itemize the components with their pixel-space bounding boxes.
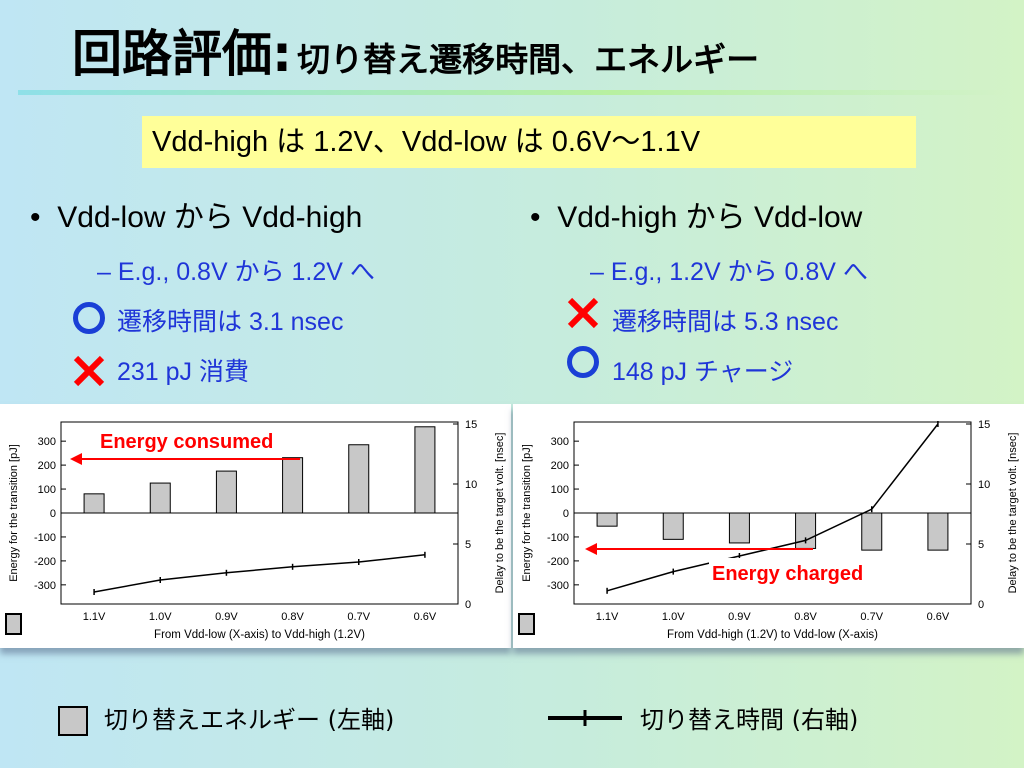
legend-line-swatch	[548, 710, 622, 726]
y2-tick-label: 0	[465, 599, 471, 611]
left-example: – E.g., 0.8V から 1.2V へ	[97, 258, 375, 286]
title-underline	[18, 90, 1008, 95]
y-tick-label: -300	[547, 580, 569, 592]
y-tick-label: 300	[38, 436, 56, 448]
x-axis-label: From Vdd-low (X-axis) to Vdd-high (1.2V)	[154, 629, 365, 641]
bar	[662, 512, 684, 540]
y-axis-label: Energy for the transition [pJ]	[8, 444, 20, 582]
right-con: 遷移時間は 5.3 nsec	[612, 308, 839, 336]
y-tick-label: 200	[551, 460, 569, 472]
bar	[927, 512, 949, 551]
bar	[83, 493, 105, 514]
y2-tick-label: 5	[978, 539, 984, 551]
y-tick-label: -100	[547, 532, 569, 544]
right-pro: 148 pJ チャージ	[612, 358, 794, 386]
x-tick-label: 1.1V	[83, 611, 106, 623]
circle-mark-icon	[73, 302, 105, 334]
chart-right: 300 200 100 0 -100 -200 -300 15 10 5 0 1.1V 1.0V 0.9V…	[518, 419, 1019, 641]
x-tick-label: 0.8V	[794, 611, 817, 623]
annotation-label: Energy consumed	[100, 431, 273, 453]
right-example: – E.g., 1.2V から 0.8V へ	[590, 258, 868, 286]
y2-axis-label: Delay to be the target volt. [nsec]	[1007, 433, 1019, 594]
legend-energy-label: 切り替えエネルギー (左軸)	[104, 706, 395, 734]
bar	[282, 457, 304, 514]
y2-tick-label: 15	[465, 419, 477, 431]
bar	[414, 426, 436, 514]
left-con: 231 pJ 消費	[117, 358, 250, 386]
left-pro: 遷移時間は 3.1 nsec	[117, 308, 344, 336]
x-tick-label: 0.6V	[927, 611, 950, 623]
annotation-arrowhead	[70, 453, 82, 465]
right-bullet-text: Vdd-high から Vdd-low	[557, 201, 863, 234]
title-sub: 切り替え遷移時間、エネルギー	[297, 40, 760, 79]
y-tick-label: 200	[38, 460, 56, 472]
y2-tick-label: 15	[978, 419, 990, 431]
page-title: 回路評価: 切り替え遷移時間、エネルギー	[72, 14, 759, 86]
chart-panel-right: 300 200 100 0 -100 -200 -300 15 10 5 0 1.1V 1.0V 0.9V…	[513, 404, 1024, 648]
legend-bar-swatch	[58, 706, 88, 736]
y2-tick-label: 10	[978, 479, 990, 491]
y2-axis-label: Delay to be the target volt. [nsec]	[494, 433, 506, 594]
left-bullet: • Vdd-low から Vdd-high	[30, 201, 363, 234]
y-tick-label: 0	[563, 508, 569, 520]
y-tick-label: 300	[551, 436, 569, 448]
x-tick-label: 1.0V	[662, 611, 685, 623]
y-tick-label: -100	[34, 532, 56, 544]
y-tick-label: -300	[34, 580, 56, 592]
legend-time-label: 切り替え時間 (右軸)	[640, 706, 859, 734]
chart-legend-swatch	[518, 613, 535, 635]
delay-line	[93, 554, 425, 593]
y-tick-label: 0	[50, 508, 56, 520]
y-tick-label: -200	[34, 556, 56, 568]
x-tick-label: 0.9V	[215, 611, 238, 623]
y-tick-label: 100	[551, 484, 569, 496]
y2-tick-label: 5	[465, 539, 471, 551]
cross-mark-icon	[73, 355, 105, 387]
y-tick-label: -200	[547, 556, 569, 568]
x-tick-label: 1.0V	[149, 611, 172, 623]
bar	[348, 444, 370, 514]
annotation-arrowhead	[585, 543, 597, 555]
bar	[728, 512, 750, 544]
x-tick-label: 0.6V	[414, 611, 437, 623]
x-tick-label: 0.7V	[347, 611, 370, 623]
annotation-bg	[709, 558, 929, 586]
chart-legend-swatch	[5, 613, 22, 635]
x-tick-label: 1.1V	[596, 611, 619, 623]
annotation-bg	[98, 428, 346, 454]
bar	[215, 470, 237, 514]
cross-mark-icon	[567, 297, 599, 329]
left-bullet-text: Vdd-low から Vdd-high	[57, 201, 363, 234]
title-main: 回路評価:	[72, 25, 292, 83]
annotation-label: Energy charged	[712, 563, 863, 585]
x-axis-label: From Vdd-high (1.2V) to Vdd-low (X-axis)	[667, 629, 878, 641]
x-tick-label: 0.7V	[860, 611, 883, 623]
bar	[861, 512, 883, 551]
y2-tick-label: 0	[978, 599, 984, 611]
chart-panel-left: 300 200 100 0 -100 -200 -300 15 10 5 0 1.1V 1.0V 0.9V…	[0, 404, 511, 648]
y-axis-label: Energy for the transition [pJ]	[521, 444, 533, 582]
y2-tick-label: 10	[465, 479, 477, 491]
bar	[596, 512, 618, 527]
bar	[149, 482, 171, 514]
circle-mark-icon	[567, 346, 599, 378]
x-tick-label: 0.8V	[281, 611, 304, 623]
x-tick-label: 0.9V	[728, 611, 751, 623]
y-tick-label: 100	[38, 484, 56, 496]
voltage-banner: Vdd-high は 1.2V、Vdd-low は 0.6V～1.1V	[142, 116, 916, 168]
chart-left: 300 200 100 0 -100 -200 -300 15 10 5 0 1.1V 1.0V 0.9V…	[5, 419, 506, 641]
right-bullet: • Vdd-high から Vdd-low	[530, 201, 863, 234]
